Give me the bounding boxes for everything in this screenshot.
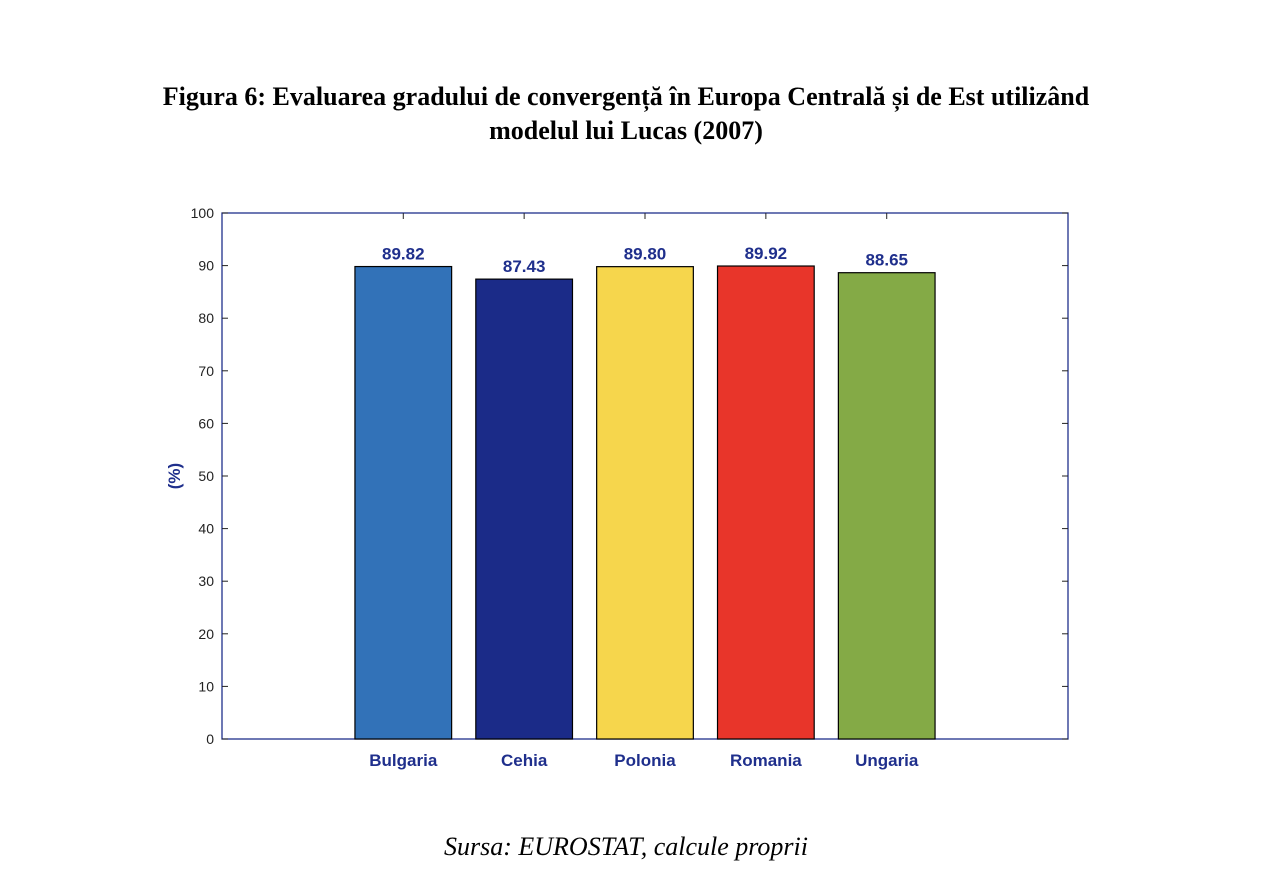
value-label: 88.65 — [865, 251, 908, 270]
source-note: Sursa: EUROSTAT, calcule proprii — [444, 832, 808, 861]
value-label: 87.43 — [503, 257, 546, 276]
figure-title: Figura 6: Evaluarea gradului de converge… — [0, 80, 1252, 148]
y-tick-label: 20 — [198, 626, 214, 642]
y-tick-label: 70 — [198, 363, 214, 379]
x-tick-label: Cehia — [501, 751, 548, 770]
x-tick-label: Polonia — [614, 751, 676, 770]
y-axis-label: (%) — [165, 463, 184, 489]
x-tick-label: Romania — [730, 751, 802, 770]
bar-cehia — [475, 278, 574, 740]
bar-ungaria — [837, 272, 936, 740]
y-tick-label: 50 — [198, 468, 214, 484]
bar-bulgaria — [354, 265, 453, 740]
y-tick-label: 10 — [198, 678, 214, 694]
y-tick-label: 30 — [198, 573, 214, 589]
plot-area: 0 10 20 30 40 50 60 70 80 90 100 (%) 89.82 Bulgaria 87… — [165, 205, 1069, 770]
value-label: 89.80 — [624, 245, 667, 264]
y-tick-label: 90 — [198, 258, 214, 274]
value-label: 89.92 — [745, 244, 788, 263]
y-tick-label: 80 — [198, 310, 214, 326]
x-tick-label: Ungaria — [855, 751, 919, 770]
y-tick-label: 60 — [198, 415, 214, 431]
y-tick-label: 40 — [198, 521, 214, 537]
value-label: 89.82 — [382, 245, 425, 264]
y-tick-label: 100 — [191, 205, 215, 221]
y-tick-label: 0 — [206, 731, 214, 747]
x-tick-label: Bulgaria — [369, 751, 438, 770]
figure-title-line-1: Figura 6: Evaluarea gradului de converge… — [162, 82, 1090, 111]
bar-romania — [716, 265, 815, 740]
figure-title-line-2: modelul lui Lucas (2007) — [489, 116, 763, 145]
bar-polonia — [596, 266, 694, 740]
